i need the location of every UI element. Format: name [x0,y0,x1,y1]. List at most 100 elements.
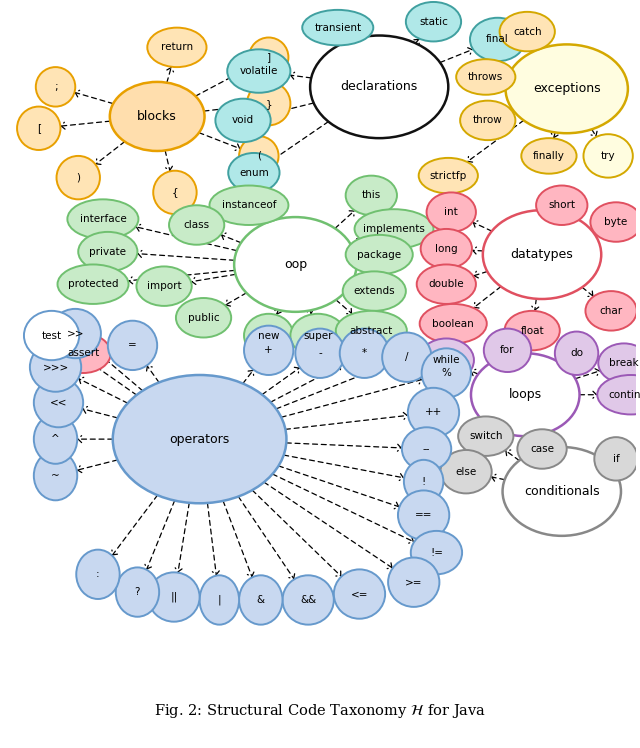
Ellipse shape [36,67,76,106]
Ellipse shape [460,101,515,140]
Ellipse shape [34,378,83,427]
Text: final: final [486,34,509,44]
Ellipse shape [506,44,628,133]
Text: <=: <= [351,589,368,599]
Text: continue: continue [608,390,640,399]
Text: ?: ? [134,587,140,597]
Text: transient: transient [314,22,362,33]
Text: extends: extends [353,286,395,296]
Ellipse shape [336,311,407,350]
Text: do: do [570,349,583,358]
Ellipse shape [216,99,271,142]
Text: ): ) [76,173,80,183]
Ellipse shape [239,136,278,176]
Ellipse shape [586,291,637,331]
Ellipse shape [136,266,192,306]
Text: exceptions: exceptions [533,82,600,95]
Ellipse shape [346,176,397,215]
Ellipse shape [228,153,280,192]
Text: declarations: declarations [340,80,418,94]
Text: ==: == [415,510,433,520]
Text: conditionals: conditionals [524,485,600,498]
Text: oop: oop [284,258,307,271]
Text: =: = [128,340,137,350]
Text: test: test [42,331,61,340]
Text: void: void [232,115,254,126]
Ellipse shape [227,49,291,93]
Text: >=: >= [405,577,422,587]
Text: blocks: blocks [138,110,177,123]
Ellipse shape [169,205,224,245]
Text: !=: != [430,548,443,557]
Text: %: % [442,368,451,378]
Ellipse shape [598,343,640,383]
Ellipse shape [67,199,138,239]
Ellipse shape [584,134,633,177]
Ellipse shape [34,451,77,500]
Text: /: / [405,352,408,362]
Ellipse shape [247,82,291,126]
Ellipse shape [346,235,413,275]
Ellipse shape [291,314,346,358]
Text: (: ( [257,151,261,161]
Text: char: char [600,306,623,316]
Ellipse shape [295,328,345,378]
Ellipse shape [282,575,334,625]
Text: }: } [266,99,272,108]
Text: catch: catch [513,27,541,37]
Text: -: - [318,349,322,358]
Text: !: ! [422,476,426,486]
Ellipse shape [536,186,588,225]
Ellipse shape [355,209,433,248]
Ellipse shape [17,106,60,150]
Ellipse shape [58,265,129,304]
Text: else: else [456,467,477,476]
Ellipse shape [597,375,640,414]
Ellipse shape [408,387,459,437]
Ellipse shape [239,575,282,625]
Ellipse shape [427,192,476,232]
Text: float: float [520,325,544,336]
Text: super: super [303,331,333,340]
Text: {: { [172,188,179,197]
Ellipse shape [517,429,566,469]
Text: operators: operators [170,432,230,446]
Text: static: static [419,16,448,27]
Text: package: package [357,250,401,260]
Text: strictfp: strictfp [429,171,467,181]
Ellipse shape [522,138,577,174]
Text: switch: switch [469,431,502,441]
Ellipse shape [334,569,385,619]
Ellipse shape [500,12,555,52]
Ellipse shape [504,311,560,350]
Text: :: : [96,569,100,579]
Text: while: while [433,355,460,365]
Ellipse shape [78,232,138,272]
Text: ||: || [170,592,177,602]
Ellipse shape [56,156,100,199]
Text: >>>: >>> [42,362,68,372]
Ellipse shape [209,186,289,225]
Text: ;: ; [54,82,58,92]
Text: ^: ^ [51,434,60,444]
Ellipse shape [555,331,598,375]
Ellipse shape [244,325,293,375]
Ellipse shape [419,339,474,382]
Ellipse shape [342,272,406,311]
Ellipse shape [458,417,513,456]
Ellipse shape [50,309,101,358]
Text: assert: assert [67,349,99,358]
Ellipse shape [147,28,207,67]
Ellipse shape [249,37,289,77]
Ellipse shape [404,460,444,503]
Text: loops: loops [509,388,542,401]
Ellipse shape [110,82,205,151]
Ellipse shape [440,450,492,494]
Ellipse shape [422,349,471,398]
Ellipse shape [76,550,120,599]
Text: Fig. 2: Structural Code Taxonomy $\mathcal{H}$ for Java: Fig. 2: Structural Code Taxonomy $\mathc… [154,702,486,720]
Ellipse shape [411,531,462,574]
Text: +: + [264,346,273,355]
Text: short: short [548,200,575,210]
Ellipse shape [56,334,111,373]
